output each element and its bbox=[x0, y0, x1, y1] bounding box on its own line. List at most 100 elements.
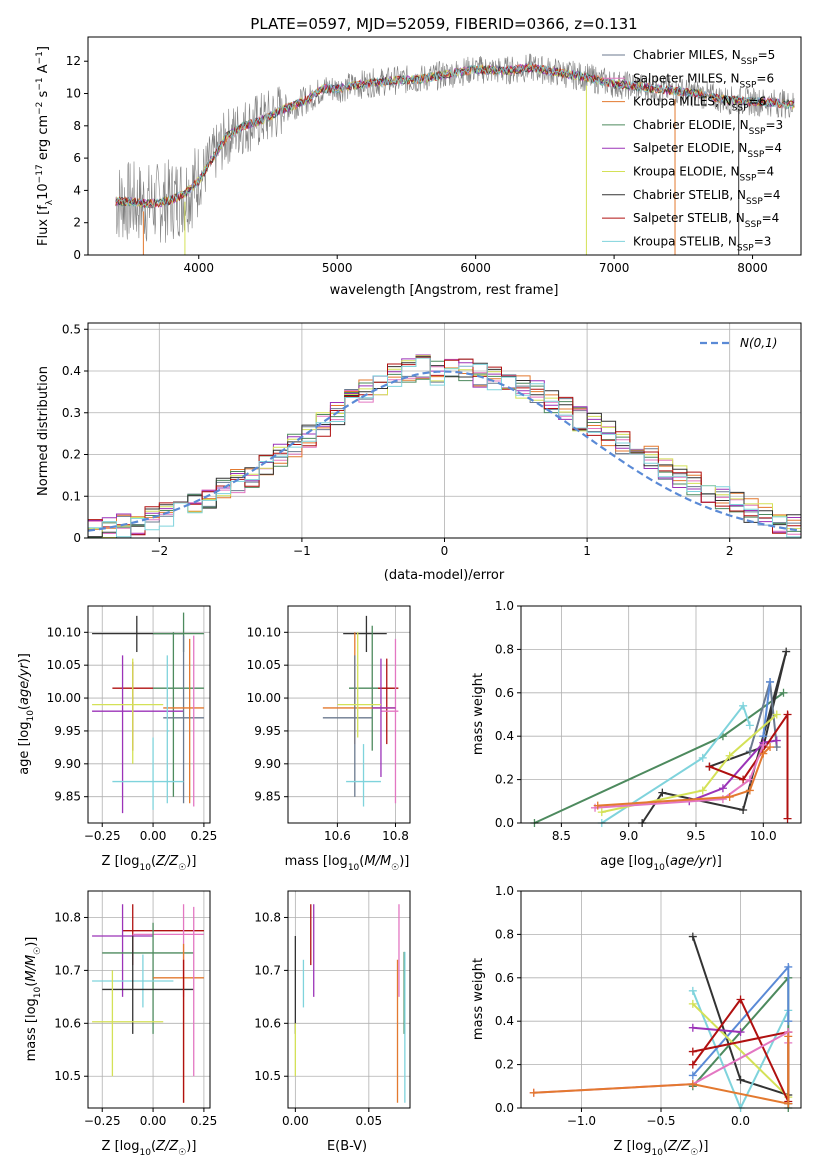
age-vs-mass-xtick-label: 10.6 bbox=[324, 829, 351, 843]
mass-weight-marker bbox=[783, 814, 792, 823]
model-spectrum-line bbox=[115, 62, 795, 208]
mass-weight-marker bbox=[784, 1017, 793, 1026]
spectrum-xtick-label: 7000 bbox=[599, 261, 630, 275]
mass-weight-marker bbox=[779, 688, 788, 697]
residual-ylabel: Normed distribution bbox=[36, 366, 51, 496]
mass-weight-marker bbox=[745, 775, 754, 784]
age-vs-mass-frame bbox=[287, 605, 411, 824]
mass-weight-marker bbox=[658, 788, 667, 797]
mass-weight-vs-metallicity-ytick-label: 1.0 bbox=[495, 884, 514, 898]
mass-z-xlabel: Z [log10(Z/Z☉)] bbox=[102, 1139, 197, 1158]
age-vs-metallicity-ytick-label: 9.90 bbox=[54, 757, 81, 771]
residual-histogram-ytick-label: 0.1 bbox=[62, 489, 81, 503]
mass-weight-marker bbox=[718, 784, 727, 793]
mass-vs-extinction-ytick-label: 10.5 bbox=[254, 1069, 281, 1083]
model-spectrum-line bbox=[115, 63, 795, 208]
mass-weight-marker bbox=[725, 751, 734, 760]
mass-weight-marker bbox=[688, 1023, 697, 1032]
mass-weight-vs-age-axes: 8.5 9.0 9.5 10.0 0.0 0.2 0.4 0.6 0.8 1.0 bbox=[495, 599, 801, 843]
age-vs-metallicity-ytick-label: 9.85 bbox=[54, 790, 81, 804]
mass-weight-marker bbox=[784, 1032, 793, 1041]
mass-weight-marker bbox=[688, 1047, 697, 1056]
spectrum-ytick-label: 12 bbox=[66, 54, 81, 68]
mass-weight-vs-metallicity-ytick-label: 0.6 bbox=[495, 971, 514, 985]
mass-weight-age-ylabel: mass weight bbox=[471, 673, 486, 755]
mass-ebv-xlabel: E(B-V) bbox=[327, 1139, 367, 1154]
model-spectrum-line bbox=[115, 62, 795, 209]
residual-histogram-ytick-label: 0.4 bbox=[62, 364, 81, 378]
residual-histogram-xtick-label: −1 bbox=[293, 544, 311, 558]
age-vs-mass-ytick-label: 10.10 bbox=[247, 625, 281, 639]
mass-vs-extinction-ytick-label: 10.8 bbox=[254, 910, 281, 924]
mass-weight-line bbox=[533, 1036, 790, 1105]
age-z-xlabel: Z [log10(Z/Z☉)] bbox=[102, 854, 197, 873]
residual-histogram-step bbox=[88, 357, 801, 538]
mass-weight-line bbox=[762, 681, 771, 737]
mass-weight-vs-age-ytick-label: 0.6 bbox=[495, 686, 514, 700]
mass-weight-vs-age-ytick-label: 0.2 bbox=[495, 773, 514, 787]
mass-weight-marker bbox=[698, 786, 707, 795]
mass-vs-extinction-ytick-label: 10.7 bbox=[254, 963, 281, 977]
mass-vs-extinction-xtick-label: 0.05 bbox=[355, 1114, 382, 1128]
residual-histogram-ytick-label: 0.3 bbox=[62, 406, 81, 420]
mass-weight-marker bbox=[688, 1071, 697, 1080]
legend-entry-label: Salpeter MILES, NSSP=6 bbox=[633, 71, 774, 90]
mass-weight-vs-metallicity-axes: −1.0 −0.5 0.0 0.0 0.2 0.4 0.6 0.8 1.0 bbox=[495, 884, 801, 1128]
spectrum-legend: Chabrier MILES, NSSP=5 Salpeter MILES, NS… bbox=[602, 48, 783, 253]
mass-weight-vs-age-xtick-label: 9.5 bbox=[686, 829, 705, 843]
legend-entry-label: Kroupa MILES, NSSP=6 bbox=[633, 95, 766, 114]
spectrum-frame bbox=[87, 36, 802, 256]
spectrum-ytick-label: 0 bbox=[73, 248, 81, 262]
age-vs-mass-ytick-label: 9.85 bbox=[254, 790, 281, 804]
mass-weight-vs-age-ytick-label: 0.4 bbox=[495, 729, 514, 743]
mass-weight-vs-metallicity-ytick-label: 0.4 bbox=[495, 1014, 514, 1028]
mass-weight-vs-metallicity-xtick-label: −0.5 bbox=[646, 1114, 675, 1128]
mass-weight-marker bbox=[745, 721, 754, 730]
mass-weight-marker bbox=[772, 736, 781, 745]
residual-histogram-xtick-label: 2 bbox=[726, 544, 734, 558]
spectrum-ylabel: Flux [fλ10−17 erg cm−2 s−1 A−1] bbox=[35, 46, 55, 246]
age-z-ylabel: age [log10(age/yr)] bbox=[17, 653, 36, 775]
legend-entry-label: Chabrier MILES, NSSP=5 bbox=[633, 48, 775, 67]
mass-weight-marker bbox=[705, 762, 714, 771]
spectrum-xtick-label: 4000 bbox=[183, 261, 214, 275]
mass-weight-marker bbox=[759, 740, 768, 749]
mass-weight-line bbox=[594, 744, 765, 809]
mass-weight-marker bbox=[784, 1099, 793, 1108]
mass-z-ylabel: mass [log10(M/M☉)] bbox=[24, 937, 43, 1062]
mass-weight-marker bbox=[736, 1075, 745, 1084]
mass-weight-z-ylabel: mass weight bbox=[471, 958, 486, 1040]
age-vs-mass-xtick-label: 10.8 bbox=[382, 829, 409, 843]
legend-entry-label: N(0,1) bbox=[740, 336, 777, 350]
age-vs-mass-ytick-label: 10.00 bbox=[247, 691, 281, 705]
mass-weight-marker bbox=[745, 786, 754, 795]
mass-vs-extinction-frame bbox=[287, 890, 411, 1109]
model-spectrum-line bbox=[115, 63, 795, 209]
mass-weight-marker bbox=[766, 743, 775, 752]
mass-weight-marker bbox=[783, 710, 792, 719]
age-vs-metallicity-xtick-label: 0.25 bbox=[191, 829, 218, 843]
mass-weight-marker bbox=[597, 808, 606, 817]
age-vs-mass-ytick-label: 9.95 bbox=[254, 724, 281, 738]
mass-weight-marker bbox=[766, 677, 775, 686]
mass-weight-age-xlabel: age [log10(age/yr)] bbox=[600, 854, 722, 873]
age-vs-mass-ytick-label: 9.90 bbox=[254, 757, 281, 771]
residual-histogram-xtick-label: −2 bbox=[150, 544, 168, 558]
spectrum-axes: 4000 5000 6000 7000 8000 0 2 4 6 8 10 12 bbox=[66, 53, 795, 275]
mass-weight-marker bbox=[772, 710, 781, 719]
mass-vs-metallicity-xtick-label: 0.25 bbox=[191, 1114, 218, 1128]
mass-weight-vs-metallicity-xtick-label: 0.0 bbox=[731, 1114, 750, 1128]
spectrum-xtick-label: 5000 bbox=[322, 261, 353, 275]
mass-vs-metallicity-ytick-label: 10.5 bbox=[54, 1069, 81, 1083]
mass-weight-marker bbox=[688, 932, 697, 941]
mass-vs-metallicity-xtick-label: 0.00 bbox=[140, 1114, 167, 1128]
residual-histogram-ytick-label: 0.5 bbox=[62, 322, 81, 336]
mass-weight-marker bbox=[736, 995, 745, 1004]
legend-entry-label: Kroupa ELODIE, NSSP=4 bbox=[633, 165, 774, 184]
residual-xlabel: (data-model)/error bbox=[384, 568, 505, 583]
age-vs-metallicity-ytick-label: 10.00 bbox=[47, 691, 81, 705]
legend-entry-label: Kroupa STELIB, NSSP=3 bbox=[633, 234, 771, 253]
spectrum-ytick-label: 6 bbox=[73, 151, 81, 165]
mass-weight-marker bbox=[784, 962, 793, 971]
